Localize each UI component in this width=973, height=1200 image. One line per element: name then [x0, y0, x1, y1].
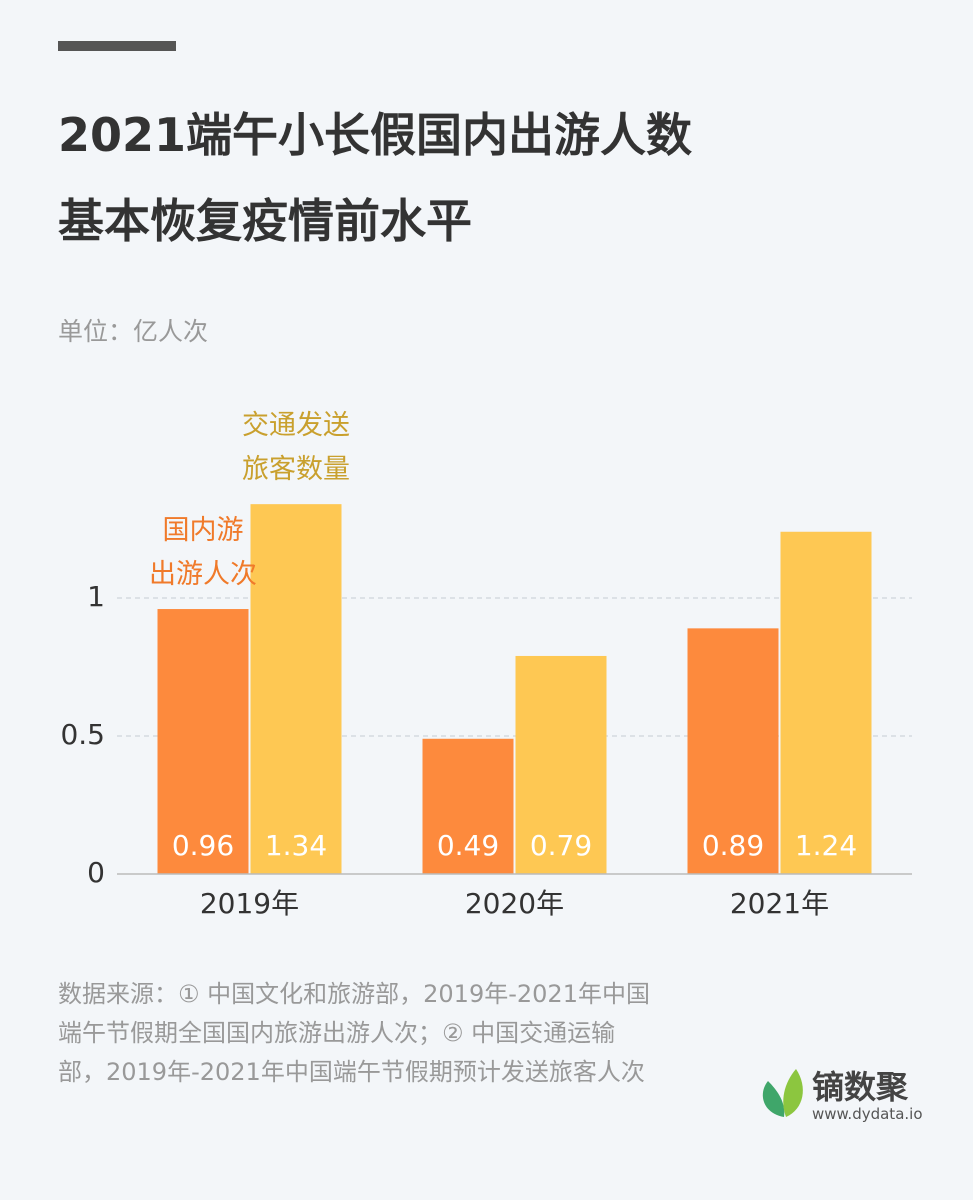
legend-label: 交通发送 旅客数量	[242, 410, 350, 486]
bar	[422, 738, 514, 874]
logo-name: 镝数聚	[812, 1068, 909, 1106]
value-label: 0.96	[172, 829, 234, 862]
value-label: 1.34	[265, 829, 327, 862]
value-label: 0.89	[702, 829, 764, 862]
chart-title: 2021端午小长假国内出游人数 基本恢复疫情前水平	[58, 108, 693, 248]
x-tick-label: 2020年	[465, 887, 564, 920]
bar	[780, 531, 872, 874]
logo-url: www.dydata.io	[812, 1105, 923, 1123]
bar	[515, 655, 607, 874]
legend-label: 国内游 出游人次	[149, 515, 257, 591]
bar	[687, 628, 779, 874]
value-label: 0.49	[437, 829, 499, 862]
source-note: 数据来源：① 中国文化和旅游部，2019年-2021年中国端午节假期全国国内旅游…	[58, 980, 650, 1086]
value-label: 0.79	[530, 829, 592, 862]
y-tick-label: 1	[87, 580, 105, 613]
chart: 0 0.5 1 2019年 0.96 1.34 2020年 0.49 0.79 2021年 0.89…	[60, 504, 912, 920]
y-tick-label: 0	[87, 856, 105, 889]
bar	[157, 609, 249, 874]
y-tick-label: 0.5	[60, 718, 105, 751]
x-tick-label: 2021年	[730, 887, 829, 920]
x-tick-label: 2019年	[200, 887, 299, 920]
value-label: 1.24	[795, 829, 857, 862]
unit-label: 单位：亿人次	[58, 317, 209, 346]
bar	[250, 504, 342, 874]
title-bar	[58, 41, 176, 51]
logo-icon	[762, 1069, 803, 1117]
